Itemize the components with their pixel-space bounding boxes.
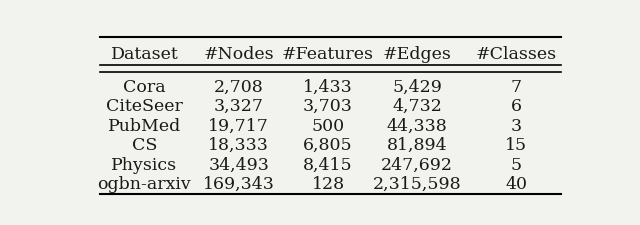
Text: 7: 7 (511, 78, 522, 95)
Text: 8,415: 8,415 (303, 156, 353, 173)
Text: Physics: Physics (111, 156, 177, 173)
Text: 128: 128 (312, 175, 344, 192)
Text: 2,315,598: 2,315,598 (373, 175, 461, 192)
Text: 5: 5 (511, 156, 522, 173)
Text: ogbn-arxiv: ogbn-arxiv (98, 175, 191, 192)
Text: 169,343: 169,343 (203, 175, 275, 192)
Text: 247,692: 247,692 (381, 156, 453, 173)
Text: 18,333: 18,333 (208, 137, 269, 153)
Text: 6,805: 6,805 (303, 137, 353, 153)
Text: 6: 6 (511, 98, 522, 115)
Text: 3,327: 3,327 (214, 98, 264, 115)
Text: #Edges: #Edges (383, 45, 452, 62)
Text: 500: 500 (312, 117, 344, 134)
Text: 44,338: 44,338 (387, 117, 447, 134)
Text: Cora: Cora (123, 78, 166, 95)
Text: PubMed: PubMed (108, 117, 181, 134)
Text: CiteSeer: CiteSeer (106, 98, 183, 115)
Text: #Features: #Features (282, 45, 374, 62)
Text: 81,894: 81,894 (387, 137, 447, 153)
Text: #Classes: #Classes (476, 45, 557, 62)
Text: 4,732: 4,732 (392, 98, 442, 115)
Text: 3,703: 3,703 (303, 98, 353, 115)
Text: CS: CS (132, 137, 157, 153)
Text: 3: 3 (511, 117, 522, 134)
Text: 40: 40 (506, 175, 527, 192)
Text: 15: 15 (506, 137, 527, 153)
Text: 2,708: 2,708 (214, 78, 264, 95)
Text: 5,429: 5,429 (392, 78, 442, 95)
Text: Dataset: Dataset (111, 45, 179, 62)
Text: 19,717: 19,717 (208, 117, 269, 134)
Text: 1,433: 1,433 (303, 78, 353, 95)
Text: 34,493: 34,493 (208, 156, 269, 173)
Text: #Nodes: #Nodes (204, 45, 274, 62)
